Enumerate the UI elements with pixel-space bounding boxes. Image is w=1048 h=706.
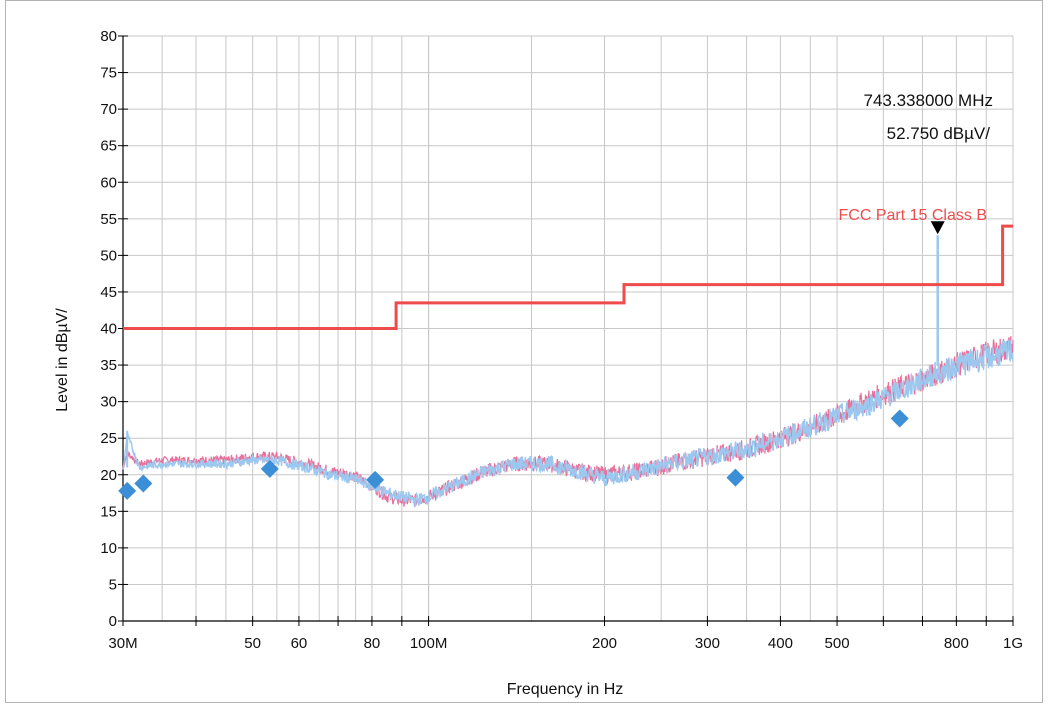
y-tick-label: 35 bbox=[100, 357, 117, 374]
x-tick-label: 50 bbox=[244, 635, 261, 652]
limit-line-label: FCC Part 15 Class B bbox=[839, 207, 987, 224]
x-tick-label: 60 bbox=[291, 635, 308, 652]
x-tick-label: 400 bbox=[768, 635, 793, 652]
y-tick-label: 75 bbox=[100, 65, 117, 82]
y-tick-label: 60 bbox=[100, 174, 117, 191]
peak-marker bbox=[930, 221, 945, 235]
y-axis-title: Level in dBµV/ bbox=[54, 308, 71, 412]
trace-area bbox=[122, 235, 1014, 509]
y-tick-label: 30 bbox=[100, 394, 117, 411]
y-tick-label: 15 bbox=[100, 503, 117, 520]
final-measurement-marker bbox=[726, 468, 745, 487]
y-tick-label: 0 bbox=[109, 613, 117, 630]
final-measurement-marker bbox=[366, 470, 385, 489]
limit-area bbox=[123, 224, 1013, 330]
x-tick-label: 30M bbox=[108, 635, 137, 652]
marker-area bbox=[118, 221, 945, 500]
y-tick-label: 40 bbox=[100, 321, 117, 338]
x-tick-label: 1G bbox=[1003, 635, 1023, 652]
x-tick-label: 500 bbox=[825, 635, 850, 652]
y-tick-label: 10 bbox=[100, 540, 117, 557]
limit-line bbox=[123, 224, 1013, 330]
sweep-trace bbox=[122, 339, 1014, 509]
tick-labels: 0 5 10 15 20 25 30 35 40 45 50 55 60 65 70 75 80 30M 50 60 8… bbox=[100, 28, 1023, 652]
y-tick-label: 65 bbox=[100, 138, 117, 155]
y-tick-label: 45 bbox=[100, 284, 117, 301]
y-tick-label: 70 bbox=[100, 101, 117, 118]
peak-level-readout: 52.750 dBµV/ bbox=[887, 124, 991, 143]
x-tick-label: 300 bbox=[695, 635, 720, 652]
peak-frequency-readout: 743.338000 MHz bbox=[864, 91, 993, 110]
final-measurement-marker bbox=[118, 481, 137, 500]
x-tick-label: 80 bbox=[364, 635, 381, 652]
y-tick-label: 50 bbox=[100, 247, 117, 264]
x-tick-label: 200 bbox=[592, 635, 617, 652]
x-axis-title: Frequency in Hz bbox=[507, 681, 624, 698]
x-tick-label: 100M bbox=[410, 635, 448, 652]
chart-frame bbox=[5, 0, 1043, 703]
final-measurement-marker bbox=[134, 474, 153, 493]
final-measurement-marker bbox=[890, 409, 909, 428]
final-measurement-marker bbox=[260, 459, 279, 478]
y-tick-label: 25 bbox=[100, 430, 117, 447]
x-tick-label: 800 bbox=[944, 635, 969, 652]
y-tick-label: 20 bbox=[100, 467, 117, 484]
y-tick-label: 55 bbox=[100, 211, 117, 228]
y-tick-label: 5 bbox=[109, 576, 117, 593]
peak-trace bbox=[122, 336, 1014, 507]
y-tick-label: 80 bbox=[100, 28, 117, 45]
